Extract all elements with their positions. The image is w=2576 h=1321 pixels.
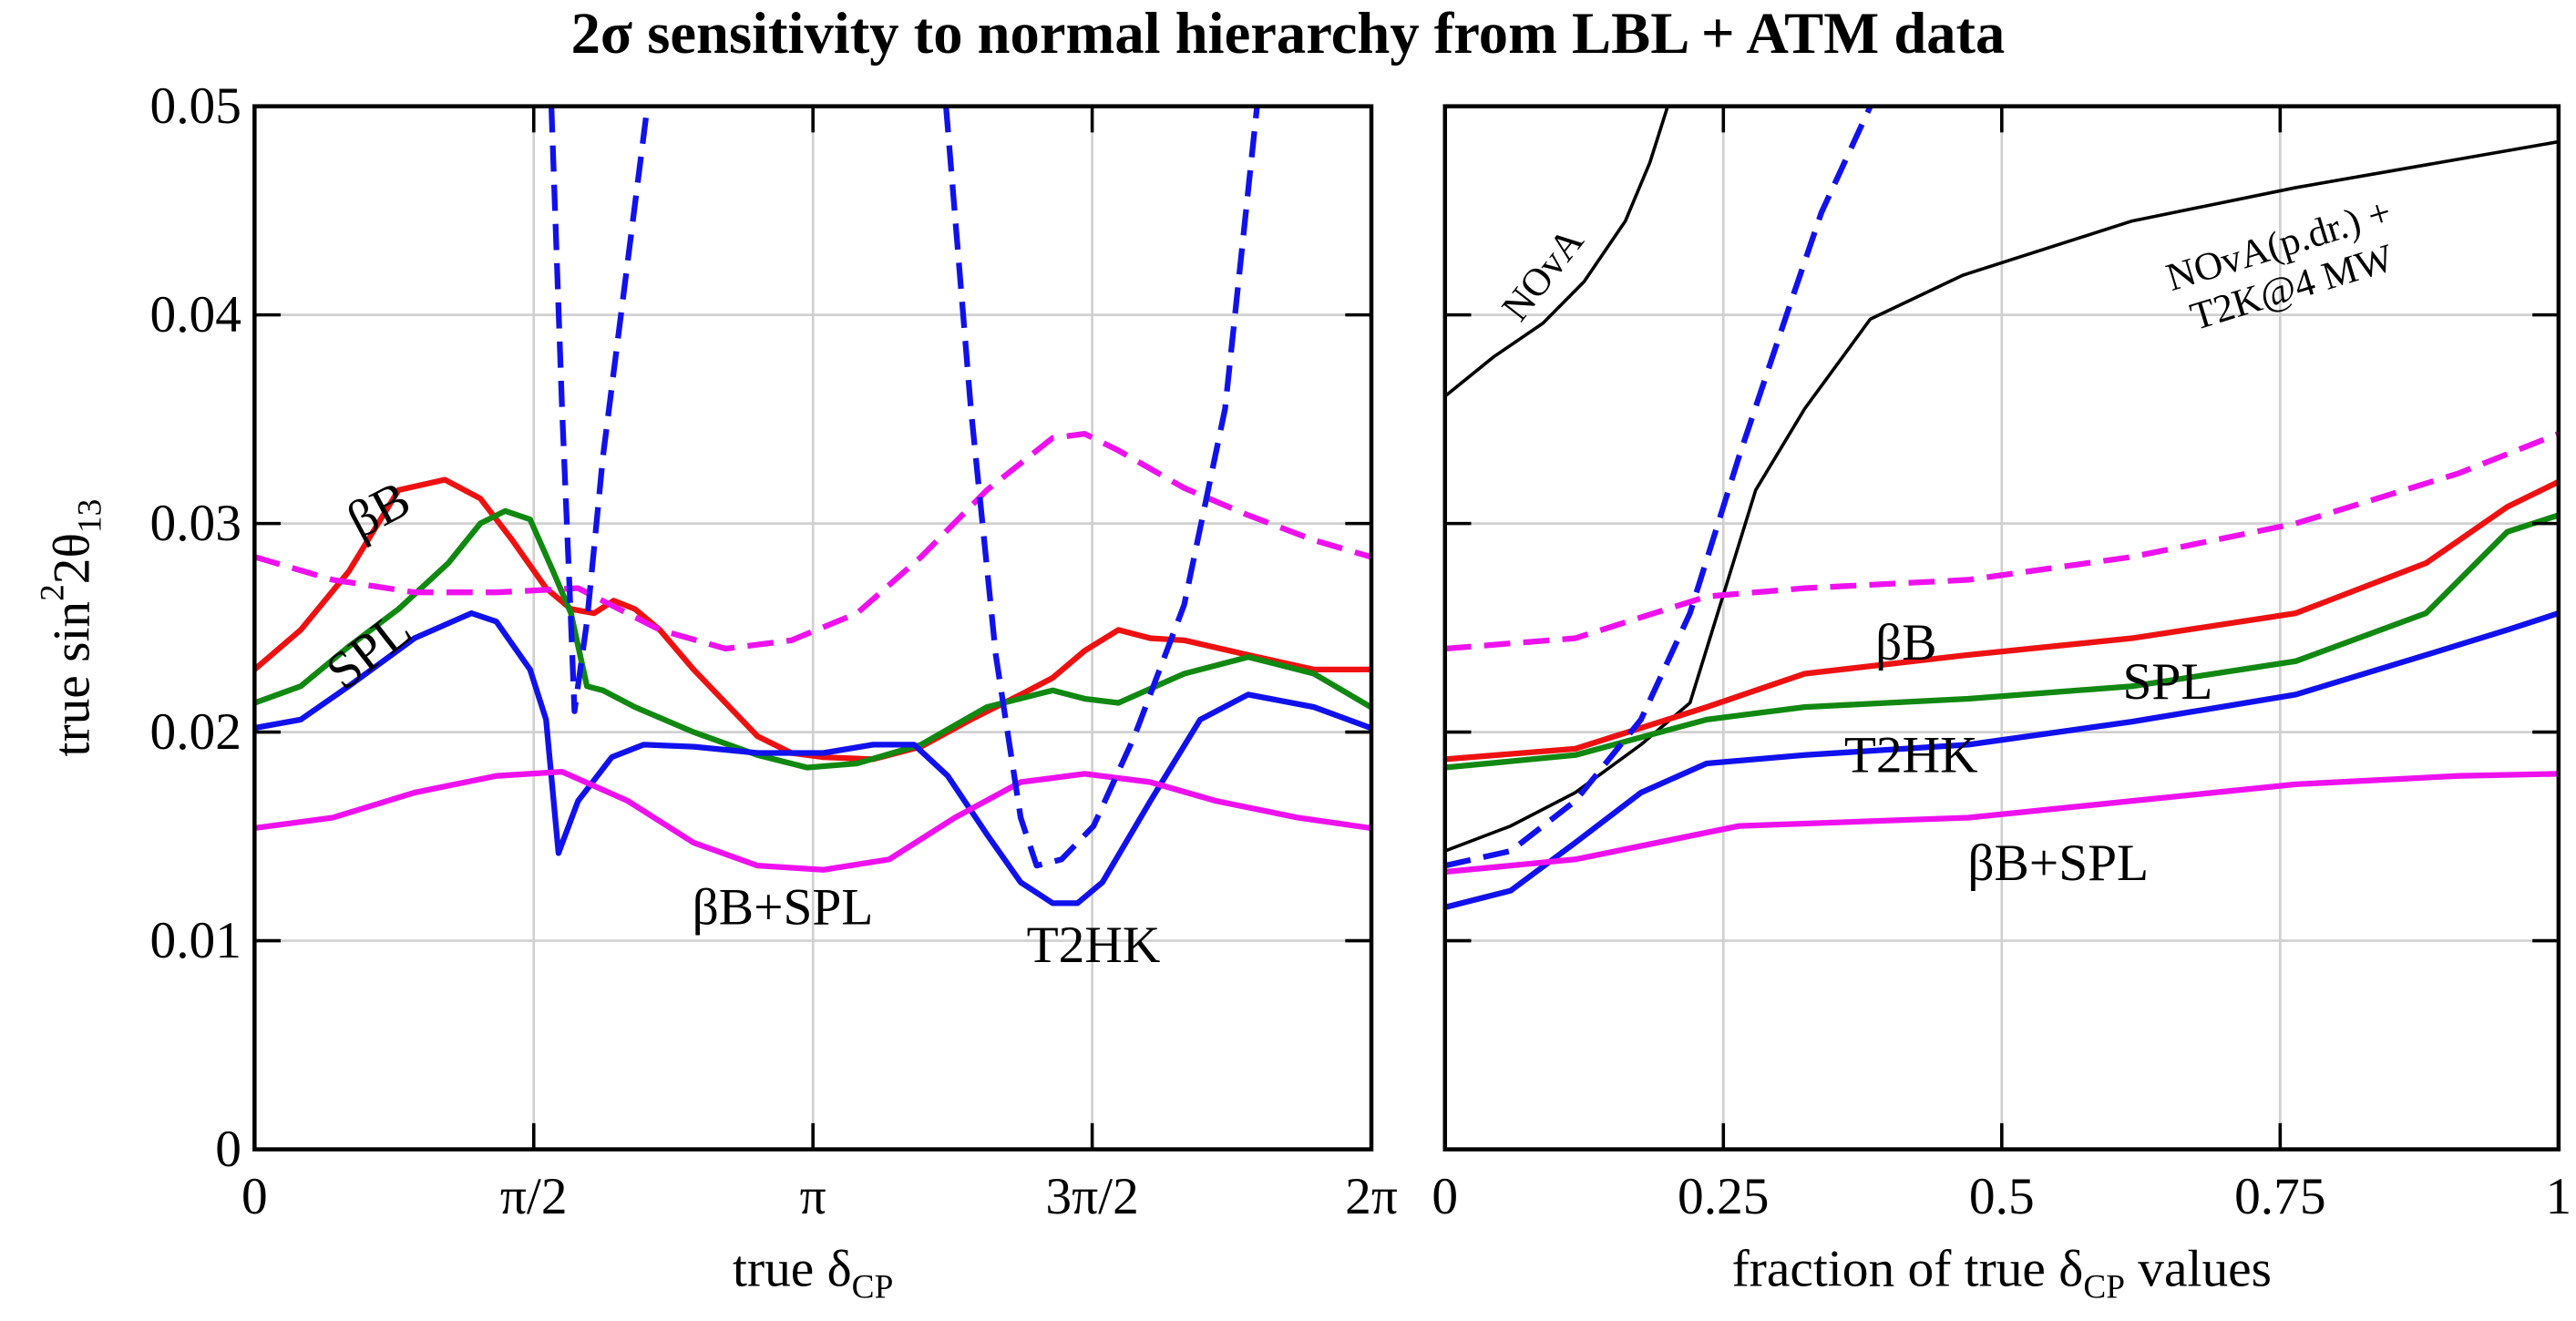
line: [1444, 610, 2559, 910]
series-label: βB+SPL: [693, 878, 874, 936]
line: [254, 507, 1372, 771]
x-axis-label: true δCP: [733, 1240, 893, 1306]
line: [1444, 478, 2559, 763]
line: [1444, 139, 2559, 853]
x-axis-label-part: CP: [2083, 1269, 2125, 1306]
line: [254, 609, 1372, 906]
series-label: βB+SPL: [1967, 835, 2149, 892]
x-tick-label: 0: [241, 1168, 268, 1225]
x-tick-label: 1: [2546, 1168, 2572, 1225]
dashed-line: [254, 431, 1372, 652]
series-label: SPL: [2123, 653, 2213, 711]
x-axis-label-part: fraction of true δ: [1732, 1240, 2084, 1297]
y-axis-label-part: true sin: [43, 601, 100, 757]
x-tick-label: 2π: [1345, 1168, 1398, 1225]
line: [254, 768, 1371, 873]
x-axis-label-part: values: [2125, 1240, 2272, 1297]
line: [254, 476, 1371, 763]
dashed-line: [1444, 106, 1873, 869]
series-label: βB: [338, 470, 419, 549]
series-label: T2HK: [1027, 917, 1161, 974]
x-tick-label: 0.25: [1678, 1168, 1769, 1225]
series-label: βB: [1875, 614, 1937, 671]
y-axis-label-part: 13: [71, 499, 108, 533]
y-tick-label: 0.03: [150, 495, 241, 552]
series-label: SPL: [316, 600, 423, 701]
x-axis-label-part: CP: [852, 1269, 894, 1306]
line: [1444, 106, 1669, 398]
y-axis-label-part: 2θ: [43, 533, 100, 584]
x-tick-label: 0.75: [2234, 1168, 2325, 1225]
dashed-line: [548, 106, 1260, 869]
plot-area: [1444, 106, 2559, 910]
x-tick-label: π: [800, 1168, 826, 1225]
y-axis-label: true sin22θ13: [34, 499, 108, 757]
x-tick-label: 0.5: [1969, 1168, 2035, 1225]
plot-frame: [1442, 104, 2561, 1152]
y-tick-label: 0.04: [150, 286, 241, 343]
dashed-line: [1444, 431, 2559, 652]
plot-frame: [252, 104, 1374, 1152]
series-label: T2HK: [1844, 727, 1978, 784]
y-tick-label: 0: [215, 1121, 241, 1178]
line: [1444, 512, 2559, 771]
y-axis-label-part: 2: [34, 584, 71, 601]
x-tick-label: π/2: [500, 1168, 568, 1225]
chart-title: 2σ sensitivity to normal hierarchy from …: [571, 0, 2006, 66]
y-tick-label: 0.02: [150, 703, 241, 761]
x-tick-label: 0: [1432, 1168, 1458, 1225]
y-tick-label: 0.01: [150, 912, 241, 969]
x-tick-label: 3π/2: [1045, 1168, 1138, 1225]
line: [1444, 771, 2559, 876]
y-tick-label: 0.05: [150, 77, 241, 135]
plot-area: [254, 106, 1372, 906]
x-axis-label: fraction of true δCP values: [1732, 1240, 2272, 1306]
x-axis-label-part: true δ: [733, 1240, 852, 1297]
series-label: NOvA: [1494, 220, 1593, 329]
